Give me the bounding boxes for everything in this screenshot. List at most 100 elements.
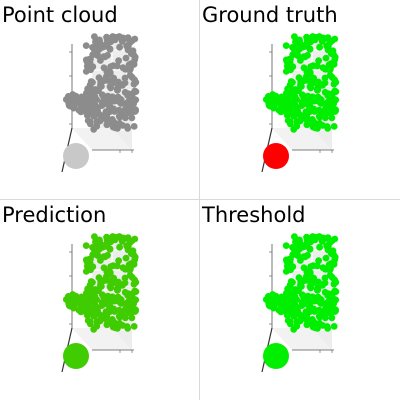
cloud-point <box>116 107 123 114</box>
cloud-point <box>114 325 121 332</box>
cloud-point <box>283 42 290 49</box>
cloud-point <box>66 102 73 109</box>
cloud-point <box>69 291 76 298</box>
cloud-point <box>84 263 91 270</box>
query-sphere <box>263 343 289 369</box>
cloud-point <box>322 275 329 282</box>
cloud-point <box>101 277 108 284</box>
cloud-point <box>120 35 127 42</box>
cloud-point <box>115 57 122 64</box>
cloud-point <box>115 257 122 264</box>
cloud-point <box>113 235 120 242</box>
3d-scatter-plot <box>0 200 200 400</box>
cloud-point <box>116 113 123 120</box>
cloud-point <box>115 83 122 90</box>
cloud-point <box>302 243 309 250</box>
cloud-point <box>306 102 313 109</box>
cloud-point <box>316 98 323 105</box>
cloud-point <box>111 319 118 326</box>
cloud-point <box>301 77 308 84</box>
cloud-point <box>79 308 86 315</box>
cloud-point <box>120 235 127 242</box>
cloud-point <box>124 292 131 299</box>
cloud-point <box>89 304 96 311</box>
cloud-point <box>323 109 330 116</box>
cloud-point <box>324 323 331 330</box>
cloud-point <box>304 52 311 59</box>
cloud-point <box>110 262 117 269</box>
cloud-point <box>323 55 330 62</box>
cloud-point <box>307 69 314 76</box>
cloud-point <box>307 85 314 92</box>
cloud-point <box>131 123 138 130</box>
cloud-point <box>99 302 106 309</box>
cloud-point <box>104 110 111 117</box>
cloud-point <box>323 243 330 250</box>
cloud-point <box>331 96 338 103</box>
cloud-point <box>104 52 111 59</box>
cloud-point <box>316 313 323 320</box>
cloud-point <box>101 264 108 271</box>
cloud-point <box>89 104 96 111</box>
cloud-point <box>101 77 108 84</box>
horizontal-divider <box>0 199 400 200</box>
cloud-point <box>123 109 130 116</box>
cloud-point <box>266 102 273 109</box>
cloud-point <box>315 257 322 264</box>
cloud-point <box>116 307 123 314</box>
cloud-point <box>279 308 286 315</box>
cloud-point <box>73 98 80 105</box>
cloud-point <box>316 113 323 120</box>
cloud-point <box>69 91 76 98</box>
cloud-point <box>314 125 321 132</box>
cloud-point <box>311 119 318 126</box>
cloud-point <box>315 83 322 90</box>
cloud-point <box>131 323 138 330</box>
cloud-point <box>131 96 138 103</box>
cloud-point <box>314 325 321 332</box>
cloud-point <box>289 104 296 111</box>
cloud-point <box>331 288 338 295</box>
cloud-point <box>331 323 338 330</box>
cloud-point <box>304 252 311 259</box>
cloud-point <box>116 44 123 51</box>
cloud-point <box>294 50 301 57</box>
cloud-point <box>97 318 104 325</box>
cloud-point <box>85 317 92 324</box>
cloud-point <box>299 302 306 309</box>
cloud-point <box>128 62 135 69</box>
cloud-point <box>124 92 131 99</box>
cloud-point <box>320 35 327 42</box>
panel-threshold: Threshold <box>200 200 400 400</box>
cloud-point <box>328 262 335 269</box>
cloud-point <box>304 110 311 117</box>
cloud-point <box>73 298 80 305</box>
cloud-point <box>284 63 291 70</box>
cloud-point <box>320 235 327 242</box>
cloud-point <box>123 243 130 250</box>
cloud-point <box>307 269 314 276</box>
cloud-point <box>279 108 286 115</box>
cloud-point <box>316 44 323 51</box>
cloud-point <box>115 283 122 290</box>
cloud-point <box>107 85 114 92</box>
cloud-point <box>123 55 130 62</box>
cloud-point <box>299 102 306 109</box>
cloud-point <box>301 64 308 71</box>
cloud-point <box>273 98 280 105</box>
cloud-point <box>110 62 117 69</box>
cloud-point <box>91 233 98 240</box>
cloud-point <box>269 91 276 98</box>
cloud-point <box>328 62 335 69</box>
cloud-point <box>324 123 331 130</box>
cloud-point <box>124 323 131 330</box>
cloud-point <box>284 263 291 270</box>
query-sphere <box>63 343 89 369</box>
panel-ground-truth: Ground truth <box>200 0 400 200</box>
cloud-point <box>329 304 336 311</box>
query-sphere <box>63 143 89 169</box>
cloud-point <box>297 118 304 125</box>
cloud-point <box>131 88 138 95</box>
cloud-point <box>116 244 123 251</box>
cloud-point <box>101 64 108 71</box>
